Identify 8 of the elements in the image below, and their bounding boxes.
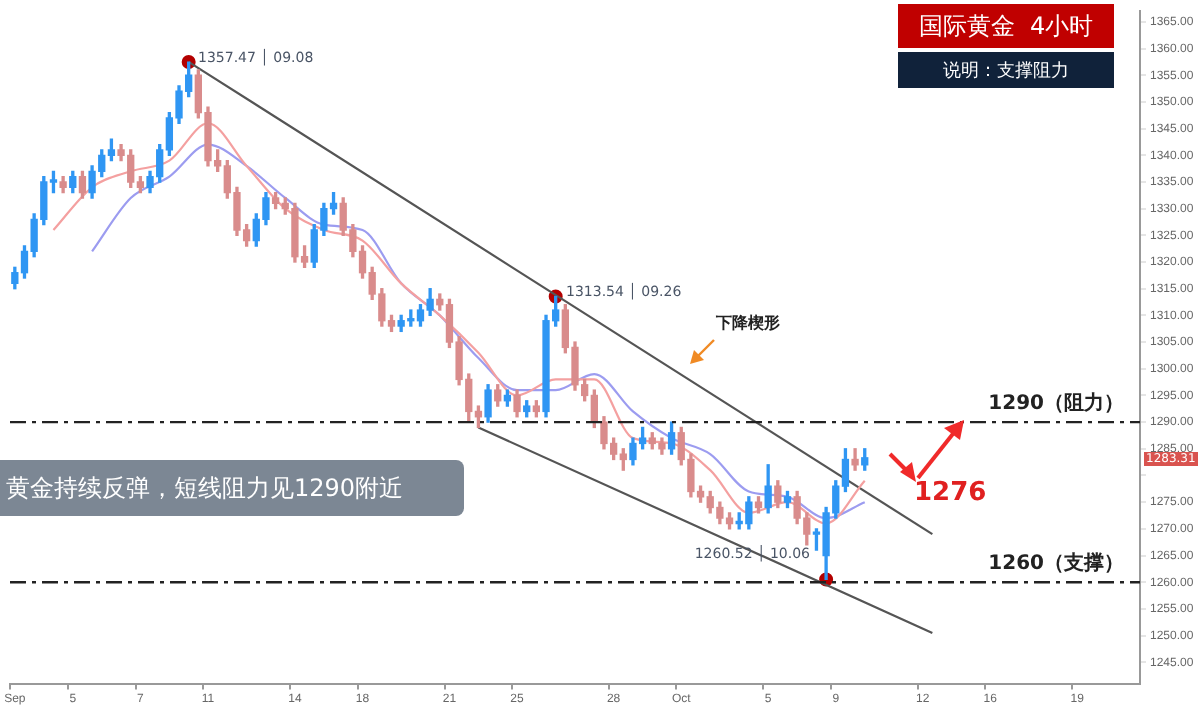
candlestick	[851, 448, 859, 471]
annotation: 1276	[914, 478, 987, 510]
ref-line-label: 1260（支撑）	[988, 551, 1124, 576]
title-box: 国际黄金 4小时	[898, 4, 1114, 48]
annotation: 下降楔形	[716, 314, 780, 334]
annotation: 黄金持续反弹，短线阻力见1290附近	[0, 460, 464, 516]
ref-line-label: 1290（阻力）	[988, 391, 1124, 416]
caption-box: 说明：支撑阻力	[898, 52, 1114, 88]
